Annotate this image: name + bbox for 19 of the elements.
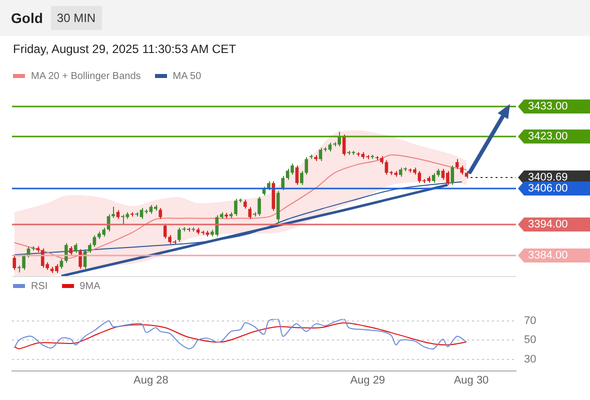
y-tick-label: 50 [524, 334, 536, 346]
legend-label: MA 50 [172, 70, 202, 82]
x-tick-label: Aug 30 [454, 374, 489, 386]
ref-line-label: 3406.00 [528, 182, 568, 195]
legend-label: MA 20 + Bollinger Bands [31, 70, 141, 82]
ref-line-label: 3409.69 [528, 172, 568, 184]
x-tick-label: Aug 29 [350, 374, 386, 386]
chart-subtitle: 30 MIN [50, 6, 102, 30]
y-tick-label: 70 [524, 314, 536, 327]
chart-title: Gold [11, 10, 43, 26]
y-tick-label: 30 [524, 353, 536, 366]
legend-label: 9MA [80, 280, 100, 292]
ref-line-label: 3394.00 [528, 218, 568, 231]
ref-line-label: 3423.00 [528, 130, 568, 143]
ref-line-label: 3433.00 [528, 100, 568, 113]
legend-label: RSI [31, 280, 48, 292]
x-tick-label: Aug 28 [134, 374, 168, 386]
text: Friday, August 29, 2025 11:30:53 AM CET [12, 41, 238, 58]
ref-line-label: 3384.00 [528, 250, 568, 262]
